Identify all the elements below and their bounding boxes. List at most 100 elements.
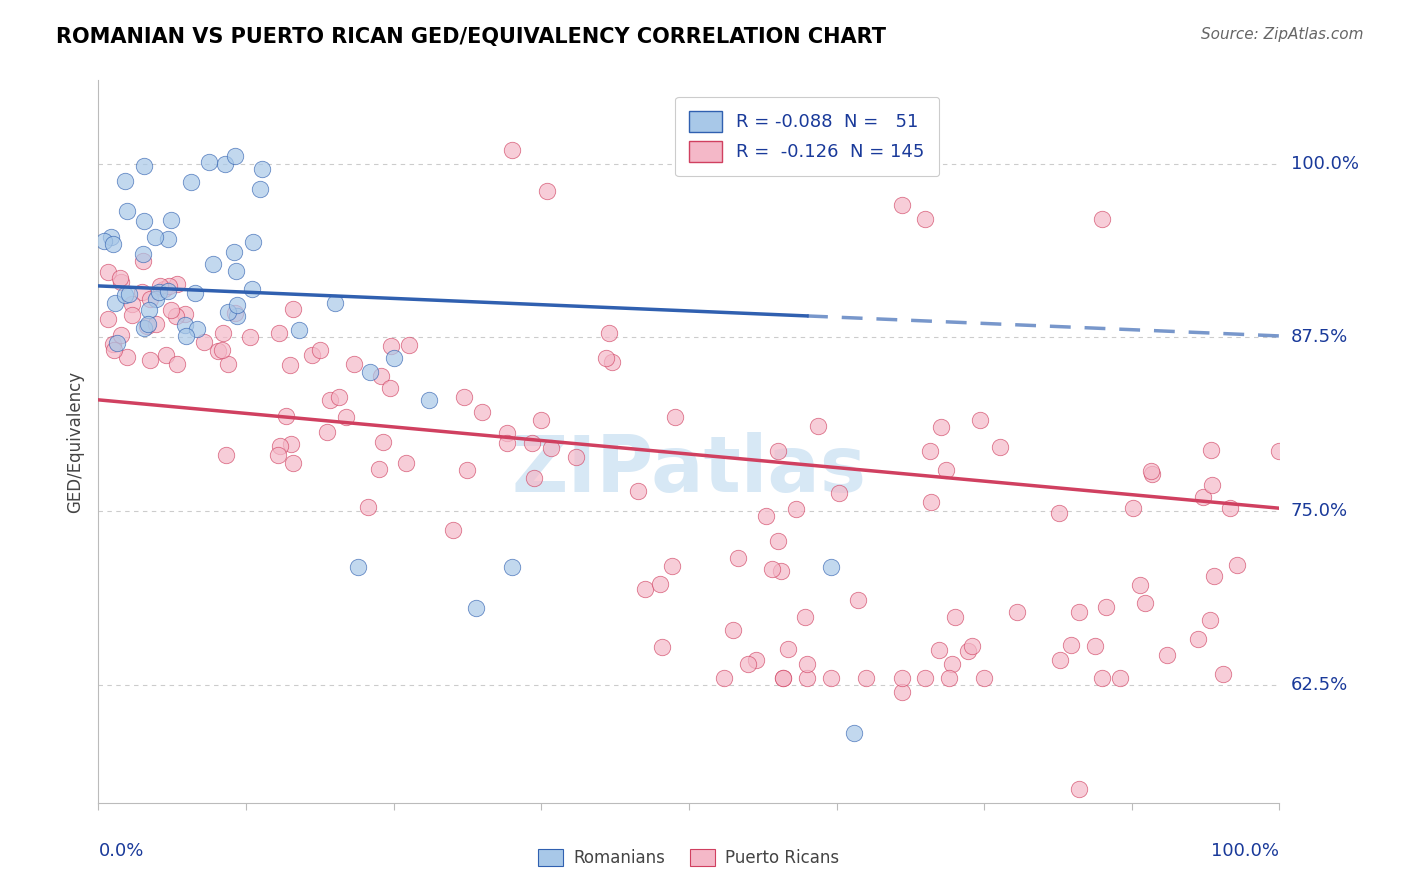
Point xyxy=(1067,781,1090,796)
Text: 87.5%: 87.5% xyxy=(1291,328,1348,346)
Point xyxy=(316,425,339,440)
Point xyxy=(166,277,188,292)
Point xyxy=(941,657,963,672)
Point xyxy=(174,306,197,320)
Point xyxy=(1187,632,1209,646)
Point xyxy=(328,390,350,404)
Point xyxy=(1226,558,1249,573)
Point xyxy=(166,357,188,371)
Point xyxy=(770,564,793,578)
Point xyxy=(495,435,517,450)
Point xyxy=(174,329,197,343)
Point xyxy=(918,443,941,458)
Text: ZIPatlas: ZIPatlas xyxy=(512,433,866,508)
Point xyxy=(890,684,912,698)
Point xyxy=(956,644,979,658)
Point xyxy=(370,368,392,383)
Point xyxy=(134,159,156,173)
Point xyxy=(820,671,842,685)
Point xyxy=(343,358,366,372)
Point xyxy=(174,318,197,333)
Text: 62.5%: 62.5% xyxy=(1291,676,1348,694)
Point xyxy=(152,281,174,295)
Point xyxy=(1067,605,1090,619)
Point xyxy=(990,440,1012,454)
Point xyxy=(238,329,260,343)
Legend: Romanians, Puerto Ricans: Romanians, Puerto Ricans xyxy=(531,842,846,874)
Point xyxy=(101,236,124,251)
Point xyxy=(723,623,745,637)
Point xyxy=(1094,600,1116,615)
Point xyxy=(93,234,115,248)
Point xyxy=(274,409,297,424)
Point xyxy=(155,348,177,362)
Y-axis label: GED/Equivalency: GED/Equivalency xyxy=(66,370,84,513)
Point xyxy=(661,559,683,574)
Point xyxy=(1156,648,1178,662)
Point xyxy=(1047,506,1070,520)
Point xyxy=(453,390,475,404)
Point xyxy=(595,351,617,365)
Point xyxy=(820,559,842,574)
Point xyxy=(536,185,558,199)
Point xyxy=(378,381,401,395)
Point xyxy=(456,463,478,477)
Point xyxy=(323,295,346,310)
Point xyxy=(217,304,239,318)
Point xyxy=(193,335,215,350)
Point xyxy=(105,336,128,351)
Point xyxy=(501,559,523,574)
Point xyxy=(100,230,122,244)
Point xyxy=(114,174,136,188)
Point xyxy=(214,156,236,170)
Point xyxy=(914,671,936,685)
Point xyxy=(138,318,160,332)
Point xyxy=(160,303,183,318)
Point xyxy=(335,410,357,425)
Point xyxy=(1142,467,1164,481)
Point xyxy=(1005,605,1028,619)
Point xyxy=(347,559,370,574)
Point xyxy=(890,198,912,212)
Point xyxy=(97,312,120,326)
Point xyxy=(737,657,759,671)
Point xyxy=(929,419,952,434)
Point xyxy=(846,593,869,607)
Point xyxy=(132,246,155,260)
Point xyxy=(121,296,143,310)
Point xyxy=(928,643,950,657)
Point xyxy=(110,328,132,343)
Point xyxy=(938,671,960,685)
Point xyxy=(855,671,877,685)
Point xyxy=(768,444,790,458)
Point xyxy=(1122,501,1144,516)
Point xyxy=(1060,638,1083,652)
Point xyxy=(224,149,246,163)
Point xyxy=(727,550,749,565)
Point xyxy=(145,317,167,331)
Point xyxy=(523,470,546,484)
Point xyxy=(115,351,138,365)
Point xyxy=(1212,667,1234,681)
Point xyxy=(281,301,304,316)
Point xyxy=(165,309,187,323)
Point xyxy=(226,298,249,312)
Point xyxy=(156,285,179,299)
Point xyxy=(160,212,183,227)
Point xyxy=(103,343,125,357)
Point xyxy=(281,456,304,470)
Point xyxy=(713,671,735,685)
Point xyxy=(395,456,418,470)
Point xyxy=(778,641,800,656)
Point xyxy=(785,501,807,516)
Point xyxy=(117,203,139,218)
Point xyxy=(132,214,155,228)
Point xyxy=(761,562,783,576)
Point xyxy=(184,285,207,300)
Point xyxy=(1204,569,1226,583)
Point xyxy=(794,610,817,624)
Point xyxy=(139,292,162,306)
Point xyxy=(772,671,794,685)
Point xyxy=(301,348,323,362)
Point xyxy=(1091,671,1114,685)
